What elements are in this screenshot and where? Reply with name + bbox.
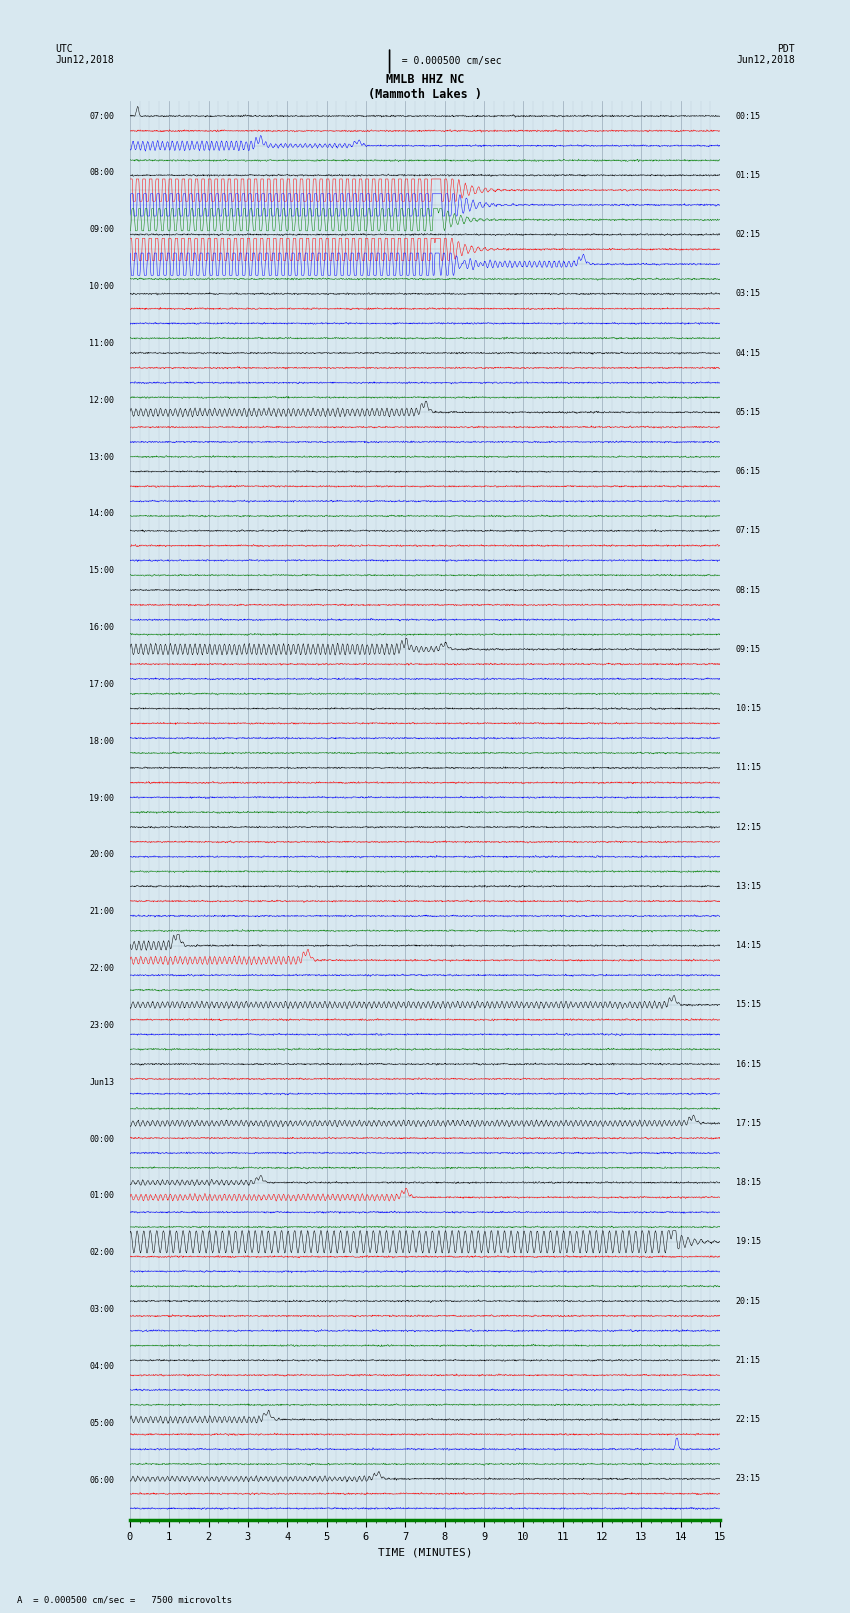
- Title: MMLB HHZ NC
(Mammoth Lakes ): MMLB HHZ NC (Mammoth Lakes ): [368, 73, 482, 102]
- X-axis label: TIME (MINUTES): TIME (MINUTES): [377, 1548, 473, 1558]
- Text: 11:00: 11:00: [89, 339, 114, 348]
- Text: 05:15: 05:15: [736, 408, 761, 416]
- Text: PDT
Jun12,2018: PDT Jun12,2018: [736, 44, 795, 65]
- Text: 03:15: 03:15: [736, 289, 761, 298]
- Text: 22:00: 22:00: [89, 965, 114, 973]
- Text: 03:00: 03:00: [89, 1305, 114, 1315]
- Text: 12:15: 12:15: [736, 823, 761, 832]
- Text: UTC
Jun12,2018: UTC Jun12,2018: [55, 44, 114, 65]
- Text: 13:00: 13:00: [89, 453, 114, 461]
- Text: 05:00: 05:00: [89, 1419, 114, 1428]
- Text: 11:15: 11:15: [736, 763, 761, 773]
- Text: 15:00: 15:00: [89, 566, 114, 576]
- Text: Jun13: Jun13: [89, 1077, 114, 1087]
- Text: 02:00: 02:00: [89, 1248, 114, 1257]
- Text: 17:15: 17:15: [736, 1119, 761, 1127]
- Text: 15:15: 15:15: [736, 1000, 761, 1010]
- Text: 14:15: 14:15: [736, 940, 761, 950]
- Text: 07:00: 07:00: [89, 111, 114, 121]
- Text: 22:15: 22:15: [736, 1415, 761, 1424]
- Text: 07:15: 07:15: [736, 526, 761, 536]
- Text: 00:15: 00:15: [736, 111, 761, 121]
- Text: 13:15: 13:15: [736, 882, 761, 890]
- Text: 20:00: 20:00: [89, 850, 114, 860]
- Text: 19:00: 19:00: [89, 794, 114, 803]
- Text: 20:15: 20:15: [736, 1297, 761, 1305]
- Text: 02:15: 02:15: [736, 231, 761, 239]
- Text: 10:00: 10:00: [89, 282, 114, 290]
- Text: 21:00: 21:00: [89, 907, 114, 916]
- Text: 09:15: 09:15: [736, 645, 761, 653]
- Text: 18:15: 18:15: [736, 1177, 761, 1187]
- Text: 06:00: 06:00: [89, 1476, 114, 1484]
- Text: 14:00: 14:00: [89, 510, 114, 518]
- Text: 21:15: 21:15: [736, 1357, 761, 1365]
- Text: 01:15: 01:15: [736, 171, 761, 179]
- Text: 00:00: 00:00: [89, 1134, 114, 1144]
- Text: 12:00: 12:00: [89, 395, 114, 405]
- Text: 16:15: 16:15: [736, 1060, 761, 1068]
- Text: 10:15: 10:15: [736, 703, 761, 713]
- Text: 18:00: 18:00: [89, 737, 114, 745]
- Text: 16:00: 16:00: [89, 623, 114, 632]
- Text: = 0.000500 cm/sec: = 0.000500 cm/sec: [389, 56, 502, 66]
- Text: 04:00: 04:00: [89, 1361, 114, 1371]
- Text: 23:15: 23:15: [736, 1474, 761, 1484]
- Text: 08:15: 08:15: [736, 586, 761, 595]
- Text: 09:00: 09:00: [89, 226, 114, 234]
- Text: 23:00: 23:00: [89, 1021, 114, 1029]
- Text: 01:00: 01:00: [89, 1192, 114, 1200]
- Text: 08:00: 08:00: [89, 168, 114, 177]
- Text: 19:15: 19:15: [736, 1237, 761, 1247]
- Text: 06:15: 06:15: [736, 468, 761, 476]
- Text: 17:00: 17:00: [89, 679, 114, 689]
- Text: 04:15: 04:15: [736, 348, 761, 358]
- Text: A  = 0.000500 cm/sec =   7500 microvolts: A = 0.000500 cm/sec = 7500 microvolts: [17, 1595, 232, 1605]
